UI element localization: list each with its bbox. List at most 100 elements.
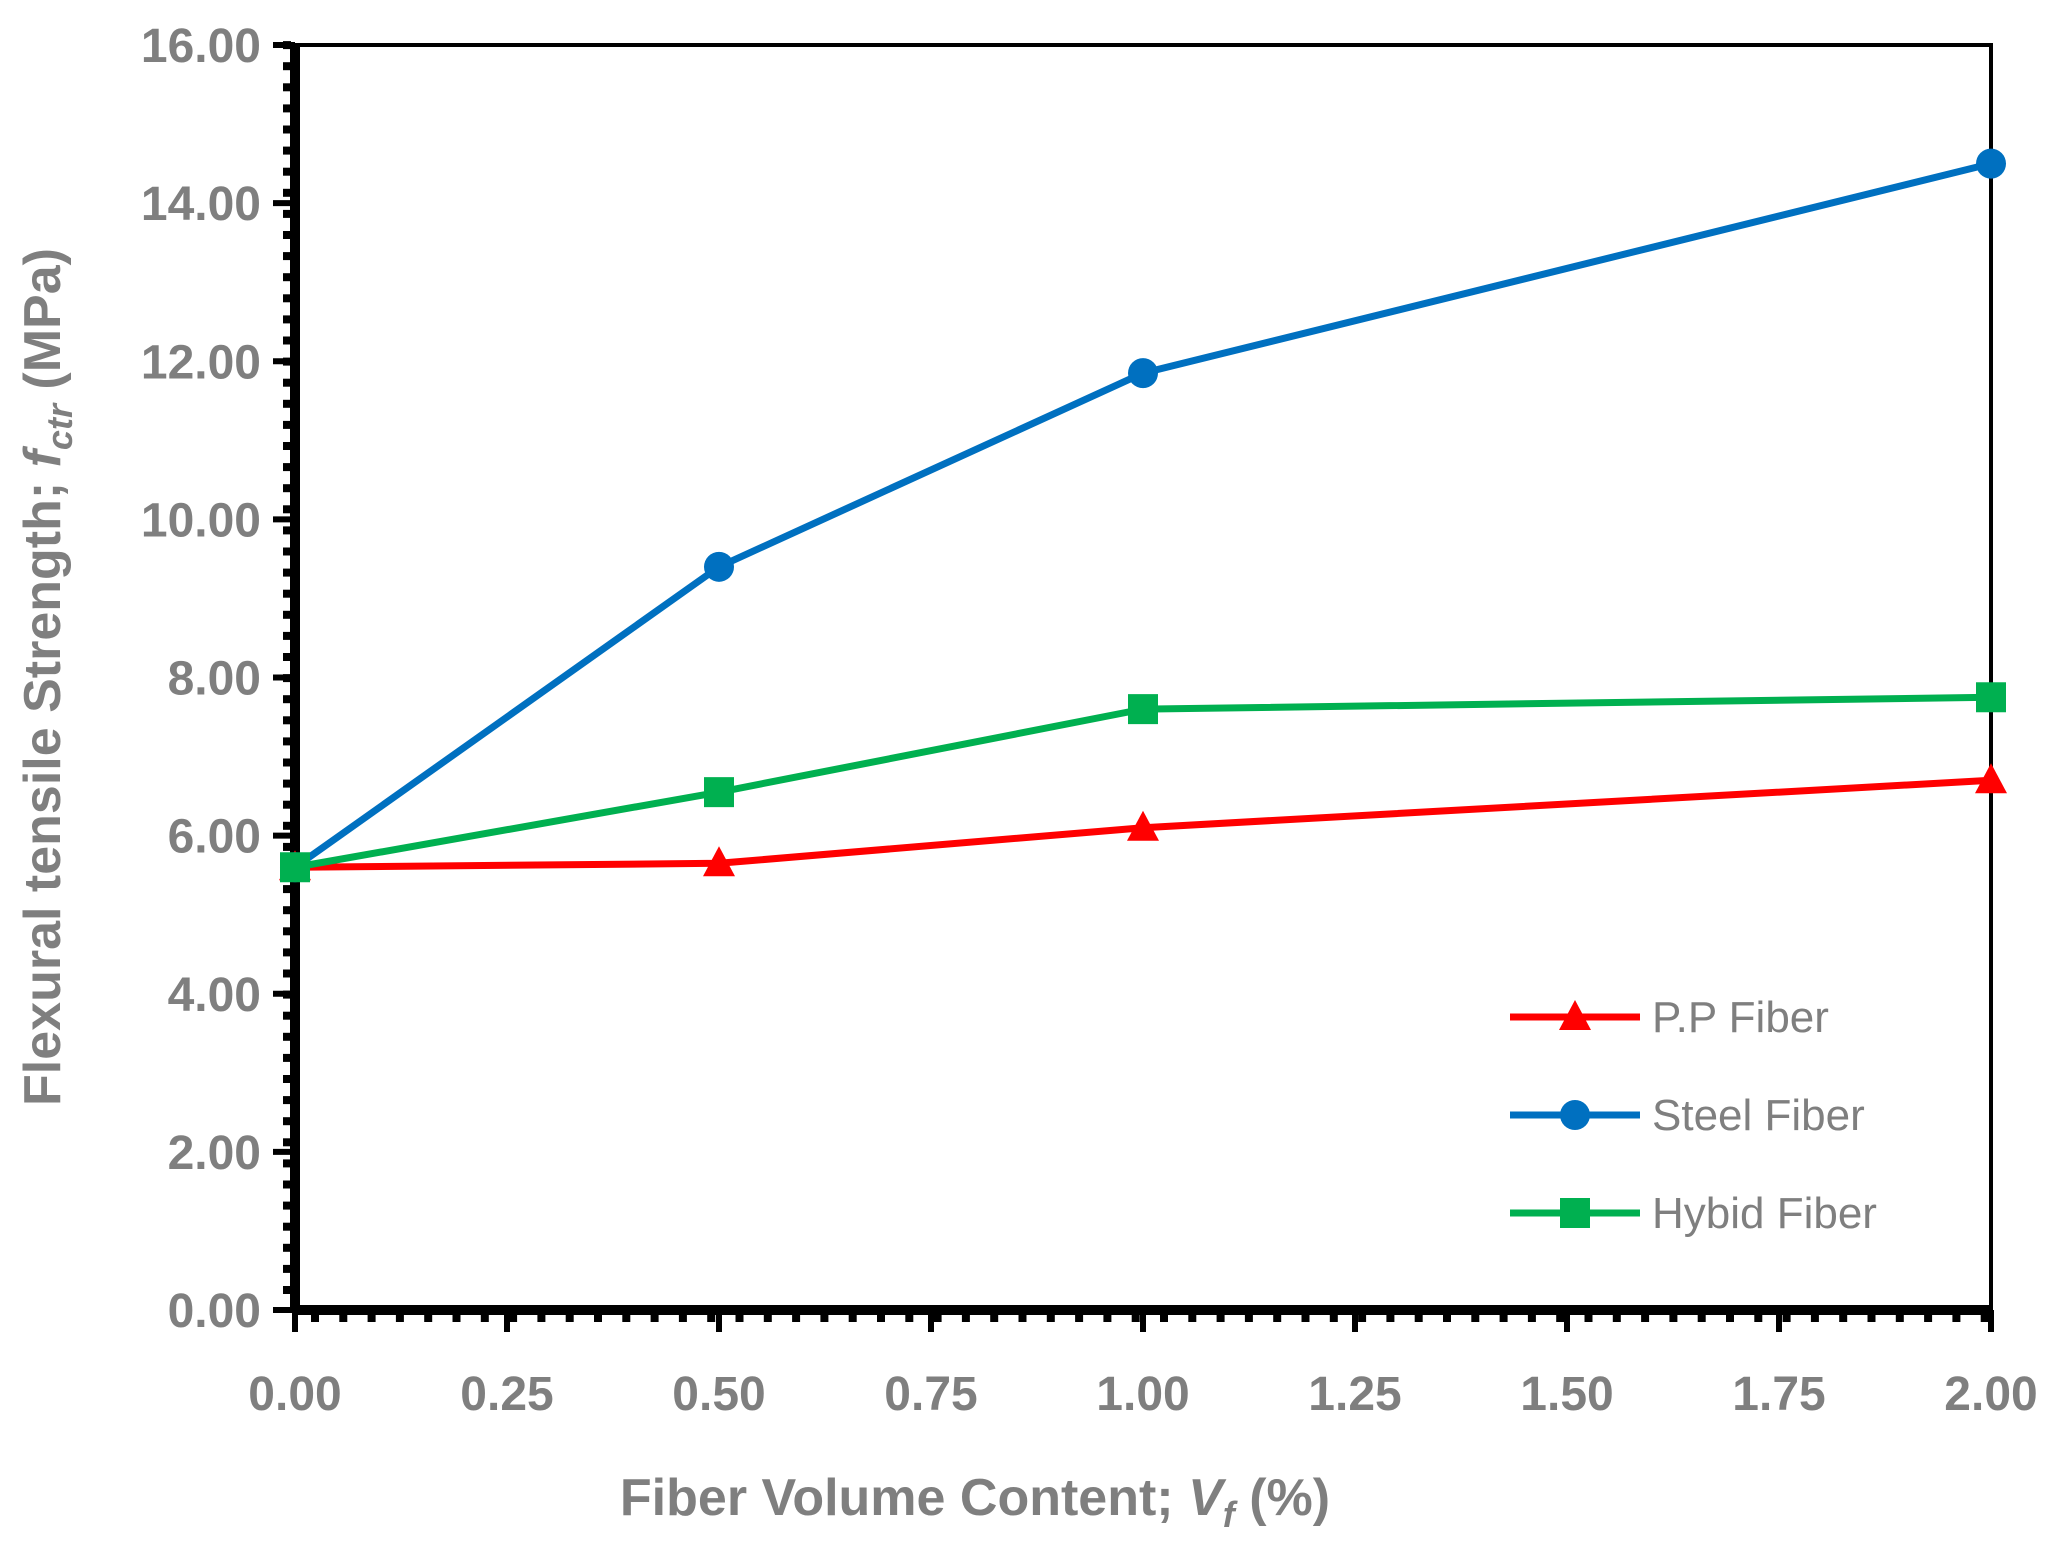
y-axis-title-prefix: Flexural tensile Strength; bbox=[14, 467, 72, 1106]
y-axis-title-var: f bbox=[14, 445, 72, 467]
x-minor-tick bbox=[594, 1314, 602, 1322]
x-minor-tick bbox=[395, 1314, 404, 1322]
y-minor-tick bbox=[283, 842, 291, 851]
legend-label-steel-fiber: Steel Fiber bbox=[1652, 1091, 1865, 1140]
x-minor-tick bbox=[1782, 1314, 1791, 1322]
y-minor-tick bbox=[283, 885, 291, 894]
x-minor-tick bbox=[1103, 1314, 1112, 1322]
x-minor-tick bbox=[877, 1314, 885, 1322]
y-minor-tick bbox=[283, 146, 291, 155]
x-minor-tick bbox=[1726, 1314, 1734, 1322]
x-minor-tick bbox=[1810, 1314, 1819, 1322]
y-minor-tick bbox=[283, 294, 291, 303]
y-minor-tick bbox=[283, 1117, 291, 1126]
x-minor-tick bbox=[990, 1314, 999, 1322]
y-minor-tick bbox=[283, 1286, 291, 1294]
series-line-p-p-fiber bbox=[294, 776, 1992, 871]
y-minor-tick bbox=[283, 906, 291, 915]
data-point-steel-fiber bbox=[1976, 148, 2006, 179]
x-minor-tick bbox=[650, 1314, 659, 1322]
y-minor-tick bbox=[283, 125, 291, 134]
data-point-p-p-fiber bbox=[1975, 763, 2007, 794]
x-tick-label: 0.75 bbox=[884, 1368, 977, 1421]
x-minor-tick bbox=[707, 1314, 716, 1322]
x-minor-tick bbox=[1046, 1314, 1055, 1322]
legend-marker-p-p-fiber bbox=[1559, 1000, 1591, 1030]
data-point-steel-fiber bbox=[704, 551, 734, 582]
axis-ticks bbox=[283, 41, 1989, 1322]
y-minor-tick bbox=[283, 442, 291, 450]
y-tick-label: 4.00 bbox=[168, 969, 261, 1022]
y-minor-tick bbox=[283, 336, 291, 345]
y-minor-tick bbox=[283, 167, 291, 176]
x-minor-tick bbox=[424, 1314, 433, 1322]
x-minor-tick bbox=[1697, 1314, 1706, 1322]
y-axis-title: Flexural tensile Strength; fctr (MPa) bbox=[14, 248, 80, 1106]
y-minor-tick bbox=[283, 484, 291, 493]
y-minor-tick bbox=[283, 1180, 291, 1189]
x-tick-label: 1.50 bbox=[1520, 1368, 1613, 1421]
data-point-p-p-fiber bbox=[1127, 810, 1159, 841]
y-minor-tick bbox=[283, 800, 291, 809]
y-minor-tick bbox=[283, 1032, 291, 1041]
y-minor-tick bbox=[283, 188, 291, 197]
x-minor-tick bbox=[565, 1314, 574, 1322]
x-minor-tick bbox=[1131, 1314, 1140, 1322]
y-minor-tick bbox=[283, 695, 291, 704]
x-minor-tick bbox=[792, 1314, 801, 1322]
y-tick-label: 2.00 bbox=[168, 1127, 261, 1180]
x-minor-tick bbox=[622, 1314, 631, 1322]
x-tick-label: 0.00 bbox=[248, 1368, 341, 1421]
x-minor-tick bbox=[905, 1314, 914, 1322]
y-minor-tick bbox=[283, 209, 291, 218]
y-minor-tick bbox=[283, 1264, 291, 1273]
x-minor-tick bbox=[1443, 1314, 1451, 1322]
y-minor-tick bbox=[283, 62, 291, 71]
y-tick-label: 6.00 bbox=[168, 811, 261, 864]
x-minor-tick bbox=[1301, 1314, 1310, 1322]
y-minor-tick bbox=[283, 716, 291, 725]
y-minor-tick bbox=[283, 83, 291, 92]
y-minor-tick bbox=[283, 104, 291, 113]
y-minor-tick bbox=[283, 969, 291, 978]
x-tick-label: 2.00 bbox=[1944, 1368, 2037, 1421]
x-minor-tick bbox=[1924, 1314, 1933, 1322]
x-minor-tick bbox=[820, 1314, 829, 1322]
x-minor-tick bbox=[848, 1314, 857, 1322]
x-tick-label: 1.25 bbox=[1308, 1368, 1401, 1421]
y-minor-tick bbox=[283, 1138, 291, 1147]
y-minor-tick bbox=[283, 273, 291, 282]
y-axis-title-sub: ctr bbox=[39, 402, 80, 450]
x-tick-label: 1.75 bbox=[1732, 1368, 1825, 1421]
x-minor-tick bbox=[1669, 1314, 1678, 1322]
legend-marker-steel-fiber bbox=[1560, 1100, 1590, 1130]
y-minor-tick bbox=[283, 1243, 291, 1252]
x-minor-tick bbox=[1584, 1314, 1593, 1322]
x-minor-tick bbox=[1329, 1314, 1338, 1322]
x-minor-tick bbox=[1895, 1314, 1904, 1322]
y-minor-tick bbox=[283, 589, 291, 598]
x-axis-title-prefix: Fiber Volume Content; bbox=[620, 1469, 1188, 1527]
legend-label-hybid-fiber: Hybid Fiber bbox=[1652, 1189, 1877, 1238]
data-point-hybid-fiber bbox=[1128, 694, 1158, 725]
y-axis-title-suffix: (MPa) bbox=[14, 248, 72, 404]
y-minor-tick bbox=[283, 568, 291, 577]
data-point-p-p-fiber bbox=[703, 846, 735, 877]
y-tick-label: 8.00 bbox=[168, 653, 261, 706]
y-minor-tick bbox=[283, 1201, 291, 1210]
legend: P.P Fiber Steel Fiber Hybid Fiber bbox=[1510, 993, 1877, 1238]
y-minor-tick bbox=[283, 505, 291, 514]
x-minor-tick bbox=[339, 1314, 348, 1322]
x-minor-tick bbox=[1867, 1314, 1876, 1322]
y-minor-tick bbox=[283, 737, 291, 746]
y-minor-tick bbox=[283, 315, 291, 324]
x-axis-title-suffix: (%) bbox=[1235, 1469, 1330, 1527]
x-minor-tick bbox=[311, 1314, 319, 1322]
y-minor-tick bbox=[283, 779, 291, 788]
y-minor-tick bbox=[283, 463, 291, 472]
x-minor-tick bbox=[1358, 1314, 1367, 1322]
x-axis-title-var: V bbox=[1188, 1469, 1227, 1527]
x-minor-tick bbox=[452, 1314, 461, 1322]
x-minor-tick bbox=[1018, 1314, 1027, 1322]
